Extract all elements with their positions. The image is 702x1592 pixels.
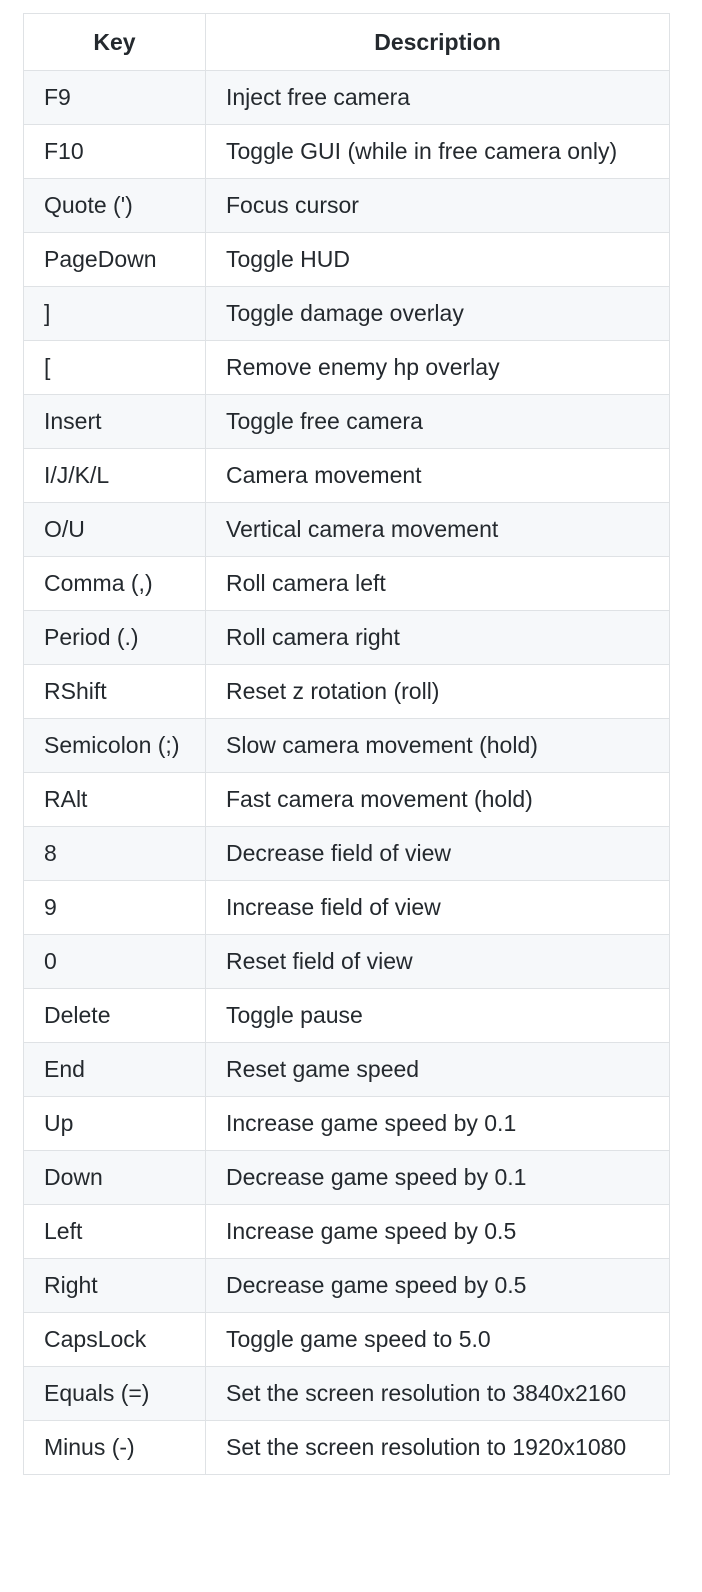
table-row: Quote (') Focus cursor <box>23 178 670 233</box>
table-header: Key Description <box>23 13 670 71</box>
description-cell: Set the screen resolution to 3840x2160 <box>205 1366 670 1421</box>
key-cell: F10 <box>23 124 206 179</box>
table-row: ] Toggle damage overlay <box>23 286 670 341</box>
key-cell: Down <box>23 1150 206 1205</box>
description-cell: Reset game speed <box>205 1042 670 1097</box>
table-row: F9 Inject free camera <box>23 70 670 125</box>
key-cell: Delete <box>23 988 206 1043</box>
key-cell: 9 <box>23 880 206 935</box>
key-cell: CapsLock <box>23 1312 206 1367</box>
keybindings-table-wrapper: Key Description F9 Inject free camera F10 T… <box>23 13 670 1475</box>
table-row: PageDown Toggle HUD <box>23 232 670 287</box>
table-row: Down Decrease game speed by 0.1 <box>23 1150 670 1205</box>
table-row: Insert Toggle free camera <box>23 394 670 449</box>
description-cell: Focus cursor <box>205 178 670 233</box>
key-cell: 0 <box>23 934 206 989</box>
key-cell: Insert <box>23 394 206 449</box>
table-row: O/U Vertical camera movement <box>23 502 670 557</box>
header-key: Key <box>23 13 206 71</box>
table-row: RAlt Fast camera movement (hold) <box>23 772 670 827</box>
table-row: RShift Reset z rotation (roll) <box>23 664 670 719</box>
description-cell: Camera movement <box>205 448 670 503</box>
description-cell: Toggle game speed to 5.0 <box>205 1312 670 1367</box>
table-row: CapsLock Toggle game speed to 5.0 <box>23 1312 670 1367</box>
description-cell: Toggle free camera <box>205 394 670 449</box>
table-row: Comma (,) Roll camera left <box>23 556 670 611</box>
header-description: Description <box>205 13 670 71</box>
key-cell: Right <box>23 1258 206 1313</box>
table-row: Semicolon (;) Slow camera movement (hold) <box>23 718 670 773</box>
key-cell: O/U <box>23 502 206 557</box>
table-body: F9 Inject free camera F10 Toggle GUI (while… <box>23 70 670 1475</box>
description-cell: Toggle pause <box>205 988 670 1043</box>
description-cell: Toggle damage overlay <box>205 286 670 341</box>
description-cell: Roll camera right <box>205 610 670 665</box>
description-cell: Increase field of view <box>205 880 670 935</box>
description-cell: Reset field of view <box>205 934 670 989</box>
key-cell: Left <box>23 1204 206 1259</box>
description-cell: Fast camera movement (hold) <box>205 772 670 827</box>
key-cell: Period (.) <box>23 610 206 665</box>
table-row: Minus (-) Set the screen resolution to 19… <box>23 1420 670 1475</box>
description-cell: Toggle HUD <box>205 232 670 287</box>
key-cell: [ <box>23 340 206 395</box>
key-cell: Up <box>23 1096 206 1151</box>
description-cell: Reset z rotation (roll) <box>205 664 670 719</box>
key-cell: Equals (=) <box>23 1366 206 1421</box>
key-cell: Quote (') <box>23 178 206 233</box>
key-cell: RShift <box>23 664 206 719</box>
key-cell: End <box>23 1042 206 1097</box>
key-cell: ] <box>23 286 206 341</box>
table-row: Left Increase game speed by 0.5 <box>23 1204 670 1259</box>
key-cell: Semicolon (;) <box>23 718 206 773</box>
description-cell: Decrease game speed by 0.1 <box>205 1150 670 1205</box>
keybindings-table: Key Description F9 Inject free camera F10 T… <box>23 13 670 1475</box>
description-cell: Increase game speed by 0.5 <box>205 1204 670 1259</box>
table-row: Right Decrease game speed by 0.5 <box>23 1258 670 1313</box>
table-row: End Reset game speed <box>23 1042 670 1097</box>
table-row: 9 Increase field of view <box>23 880 670 935</box>
table-row: Equals (=) Set the screen resolution to 3… <box>23 1366 670 1421</box>
table-row: I/J/K/L Camera movement <box>23 448 670 503</box>
key-cell: Minus (-) <box>23 1420 206 1475</box>
key-cell: F9 <box>23 70 206 125</box>
description-cell: Set the screen resolution to 1920x1080 <box>205 1420 670 1475</box>
description-cell: Toggle GUI (while in free camera only) <box>205 124 670 179</box>
key-cell: 8 <box>23 826 206 881</box>
description-cell: Slow camera movement (hold) <box>205 718 670 773</box>
table-row: F10 Toggle GUI (while in free camera only… <box>23 124 670 179</box>
table-row: 0 Reset field of view <box>23 934 670 989</box>
description-cell: Vertical camera movement <box>205 502 670 557</box>
description-cell: Remove enemy hp overlay <box>205 340 670 395</box>
table-row: Delete Toggle pause <box>23 988 670 1043</box>
table-row: 8 Decrease field of view <box>23 826 670 881</box>
description-cell: Roll camera left <box>205 556 670 611</box>
description-cell: Decrease game speed by 0.5 <box>205 1258 670 1313</box>
key-cell: I/J/K/L <box>23 448 206 503</box>
description-cell: Increase game speed by 0.1 <box>205 1096 670 1151</box>
description-cell: Inject free camera <box>205 70 670 125</box>
key-cell: PageDown <box>23 232 206 287</box>
table-row: Up Increase game speed by 0.1 <box>23 1096 670 1151</box>
table-row: [Remove enemy hp overlay <box>23 340 670 395</box>
key-cell: RAlt <box>23 772 206 827</box>
header-row: Key Description <box>23 13 670 71</box>
key-cell: Comma (,) <box>23 556 206 611</box>
description-cell: Decrease field of view <box>205 826 670 881</box>
table-row: Period (.) Roll camera right <box>23 610 670 665</box>
